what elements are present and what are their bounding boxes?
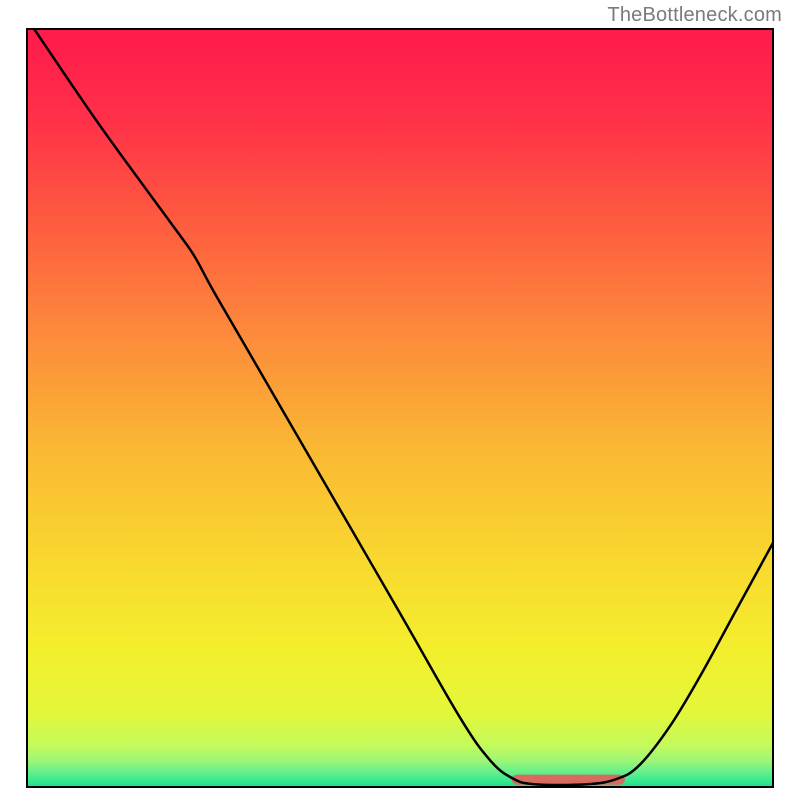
chart-background [26,28,774,788]
watermark-text: TheBottleneck.com [607,4,782,27]
bottleneck-chart [26,28,774,788]
